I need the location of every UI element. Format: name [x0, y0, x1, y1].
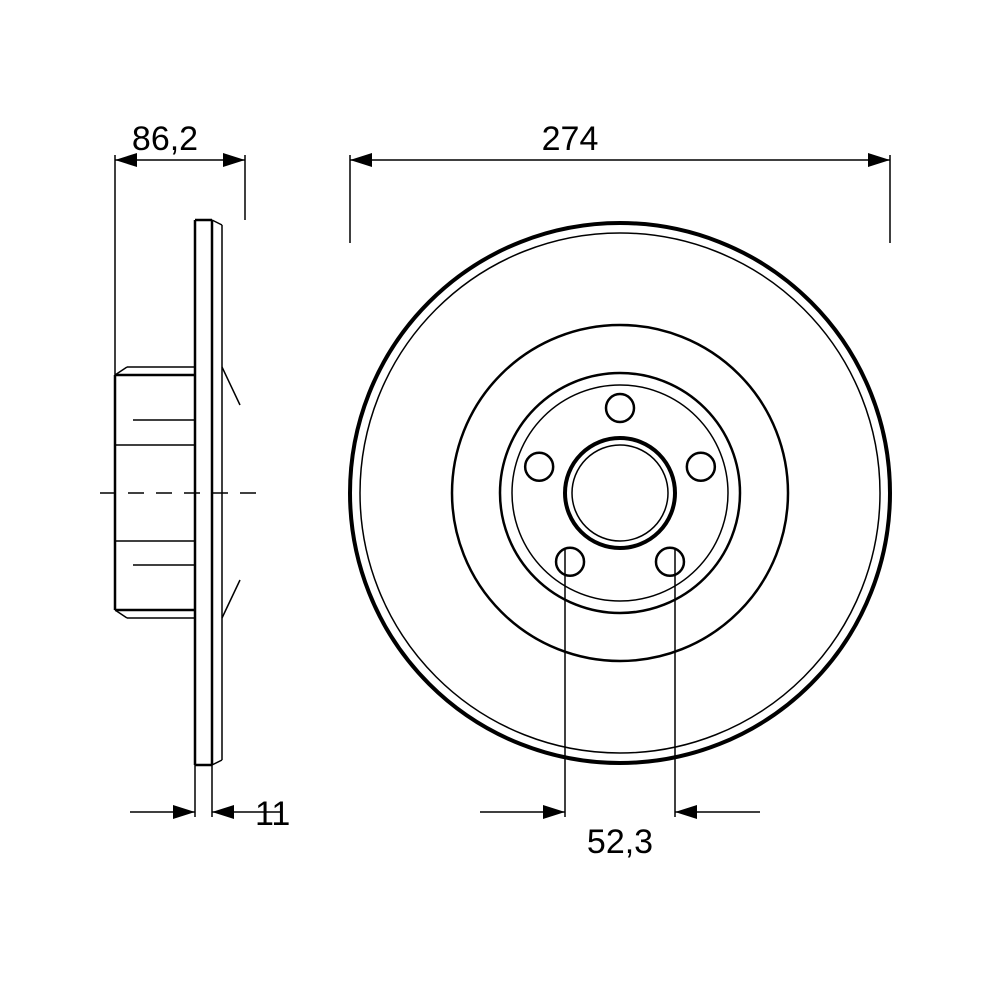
technical-drawing: 86,2 274 11 52,3: [0, 0, 1000, 1000]
dim-label-11: 11: [255, 795, 290, 833]
dim-label-86-2: 86,2: [132, 120, 198, 158]
dim-label-52-3: 52,3: [587, 823, 653, 861]
dim-label-274: 274: [542, 120, 599, 158]
